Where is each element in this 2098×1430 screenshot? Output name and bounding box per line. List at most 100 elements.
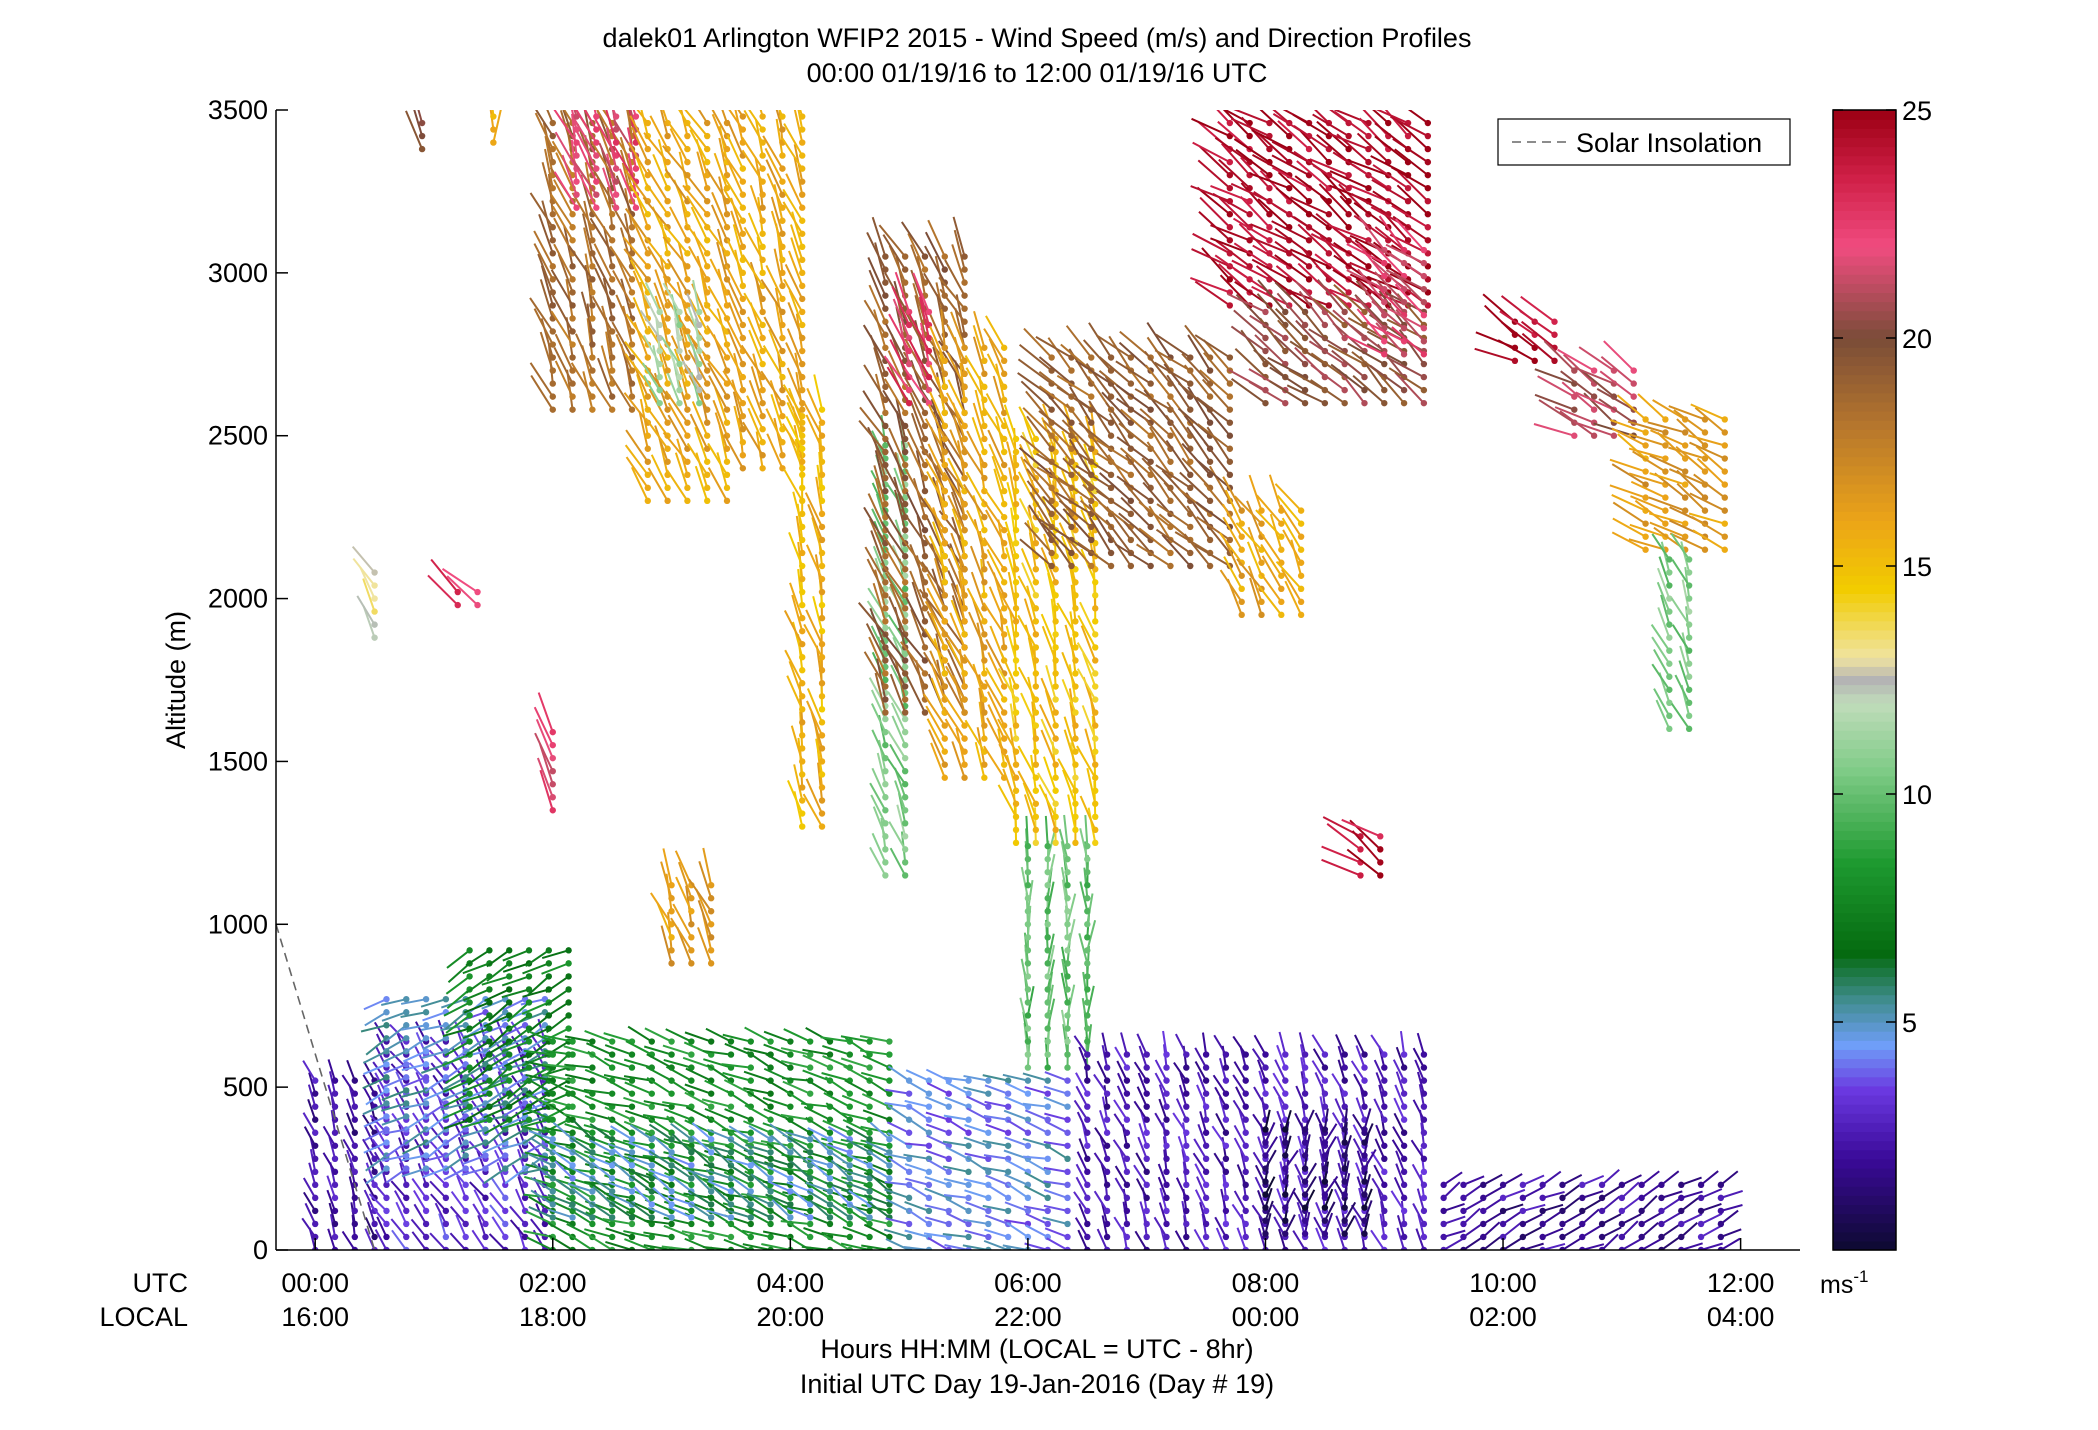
wind-barb-point	[926, 348, 932, 354]
wind-barb-point	[482, 1234, 488, 1240]
wind-barb-point	[759, 426, 765, 432]
wind-barb-point	[609, 1064, 615, 1070]
wind-barb-point	[787, 1149, 793, 1155]
wind-barb-point	[1658, 1208, 1664, 1214]
wind-barb-point	[740, 218, 746, 224]
wind-barb-point	[1183, 1169, 1189, 1175]
wind-barb-point	[1013, 631, 1019, 637]
wind-barb-point	[522, 1182, 528, 1188]
wind-barb-point	[1072, 709, 1078, 715]
wind-barb-point	[550, 341, 556, 347]
wind-barb-point	[1001, 696, 1007, 702]
wind-barb-point	[1104, 1182, 1110, 1188]
wind-barb-point	[1361, 1165, 1367, 1171]
wind-barb-point	[688, 1214, 694, 1220]
wind-barb-point	[902, 449, 908, 455]
wind-barb-point	[799, 498, 805, 504]
wind-barb-point	[645, 485, 651, 491]
wind-barb-point	[1282, 1165, 1288, 1171]
wind-barb-point	[827, 1214, 833, 1220]
wind-barb-point	[1341, 1231, 1347, 1237]
wind-barb-point	[740, 296, 746, 302]
wind-barb-point	[704, 498, 710, 504]
wind-barb-point	[961, 618, 967, 624]
wind-barb-point	[1163, 1103, 1169, 1109]
wind-barb-point	[819, 823, 825, 829]
wind-barb-point	[882, 709, 888, 715]
wind-barb-point	[1084, 1064, 1090, 1070]
wind-barb-point	[696, 348, 702, 354]
wind-barb-point	[1064, 1195, 1070, 1201]
wind-barb-point	[609, 1136, 615, 1142]
wind-barb-point	[688, 1051, 694, 1057]
wind-barb-point	[1262, 1064, 1268, 1070]
wind-barb-point	[1183, 1221, 1189, 1227]
wind-barb-point	[942, 253, 948, 259]
wind-barb-point	[882, 345, 888, 351]
wind-barb-point	[728, 1182, 734, 1188]
wind-barb-point	[819, 719, 825, 725]
wind-barb-point	[759, 218, 765, 224]
wind-barb-point	[1599, 1234, 1605, 1240]
wind-barb-point	[1243, 1103, 1249, 1109]
wind-barb-point	[728, 1214, 734, 1220]
wind-barb-point	[629, 289, 635, 295]
wind-barb-point	[1163, 1051, 1169, 1057]
wind-barb-point	[1243, 1182, 1249, 1188]
wind-barb-point	[965, 1234, 971, 1240]
wind-barb-point	[1322, 1191, 1328, 1197]
wind-barb-point	[1341, 1178, 1347, 1184]
wind-barb-point	[1381, 1117, 1387, 1123]
wind-barb-point	[787, 1051, 793, 1057]
wind-barb-point	[1064, 973, 1070, 979]
wind-barb-point	[1025, 986, 1031, 992]
wind-barb-point	[1203, 1156, 1209, 1162]
wind-barb-point	[847, 1234, 853, 1240]
wind-barb-point	[882, 371, 888, 377]
wind-barb-point	[1045, 869, 1051, 875]
wind-barb-point	[1124, 1077, 1130, 1083]
wind-barb-point	[1124, 1156, 1130, 1162]
wind-barb-point	[668, 1214, 674, 1220]
wind-barb-point	[423, 1100, 429, 1106]
wind-barb-point	[981, 358, 987, 364]
wind-barb-point	[656, 322, 662, 328]
wind-barb-point	[748, 1077, 754, 1083]
wind-barb-point	[332, 1077, 338, 1083]
wind-barb-point	[593, 205, 599, 211]
wind-barb-point	[332, 1221, 338, 1227]
wind-barb-point	[371, 1221, 377, 1227]
wind-barb-point	[332, 1090, 338, 1096]
wind-barb-point	[383, 1221, 389, 1227]
wind-barb-point	[589, 1195, 595, 1201]
wind-barb-point	[1579, 1234, 1585, 1240]
wind-barb-point	[506, 986, 512, 992]
wind-barb-point	[1342, 1077, 1348, 1083]
wind-barb-point	[546, 973, 552, 979]
wind-barb-point	[1262, 1090, 1268, 1096]
wind-barb-point	[569, 237, 575, 243]
wind-barb-point	[799, 459, 805, 465]
wind-barb-point	[1001, 514, 1007, 520]
wind-barb-point	[1559, 1234, 1565, 1240]
wind-barb-point	[1001, 618, 1007, 624]
wind-barb-point	[462, 1195, 468, 1201]
wind-barb-point	[1045, 856, 1051, 862]
wind-barb-point	[1064, 947, 1070, 953]
wind-barb-point	[942, 553, 948, 559]
wind-barb-point	[981, 592, 987, 598]
wind-barb-point	[866, 1208, 872, 1214]
wind-barb-point	[1064, 921, 1070, 927]
wind-barb-point	[1243, 1208, 1249, 1214]
wind-barb-point	[981, 553, 987, 559]
wind-barb-point	[942, 644, 948, 650]
wind-barb-point	[942, 592, 948, 598]
wind-barb-point	[1183, 1051, 1189, 1057]
wind-barb-point	[1013, 683, 1019, 689]
wind-barb-point	[462, 1234, 468, 1240]
wind-barb-point	[688, 1234, 694, 1240]
wind-barb-point	[1052, 592, 1058, 598]
wind-barb-point	[1072, 722, 1078, 728]
wind-barb-point	[423, 1234, 429, 1240]
wind-barb-point	[1001, 644, 1007, 650]
